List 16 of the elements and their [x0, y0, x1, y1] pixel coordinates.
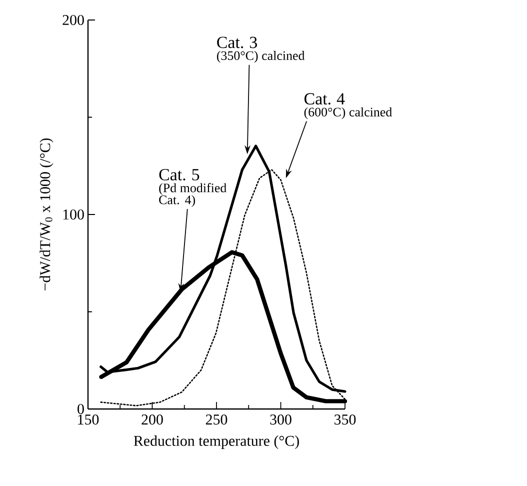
y-tick-label: 0 — [78, 404, 84, 414]
annotation: Cat. 3 — [217, 36, 257, 48]
y-axis-title: −dW/dT/W$_{0}$ x 1000 (/°C) — [40, 138, 54, 290]
y-tick-label: 200 — [62, 14, 84, 26]
annotation: Cat. 4 — [304, 93, 345, 105]
x-tick-label: 250 — [206, 414, 228, 425]
x-tick-label: 150 — [78, 414, 99, 425]
x-tick-label: 350 — [334, 414, 356, 425]
annotation: (350°C) calcined — [216, 50, 305, 63]
y-tick-label: 100 — [63, 209, 84, 220]
annotation: Cat. 5 — [159, 169, 200, 180]
x-tick-label: 300 — [270, 414, 292, 425]
annotation: (600°C) calcined — [304, 107, 392, 120]
annotation: (Pd modified Cat. 4) — [159, 183, 226, 207]
x-axis-title: Reduction temperature (°C) — [134, 435, 299, 449]
x-tick-label: 200 — [142, 414, 163, 425]
